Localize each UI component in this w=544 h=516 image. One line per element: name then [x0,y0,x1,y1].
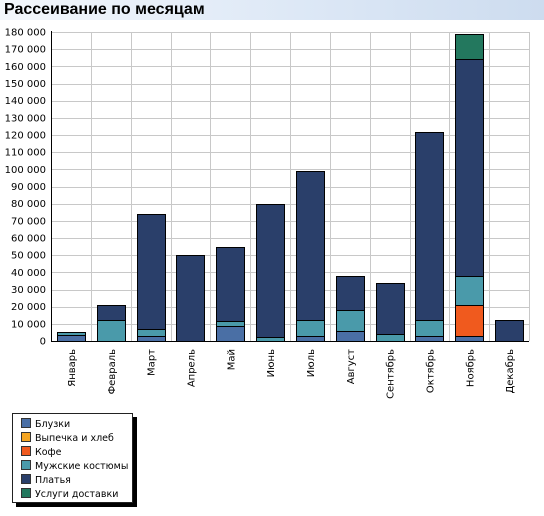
bar-segment [455,276,484,306]
y-tick-label: 100 000 [5,165,46,176]
legend-item: Выпечка и хлеб [21,432,114,445]
bar-segment [296,336,325,342]
y-tick-label: 90 000 [11,182,46,193]
y-tick-label: 20 000 [11,302,46,313]
y-tick-label: 0 [40,337,46,348]
bar-segment [455,336,484,342]
legend-swatch [21,474,31,484]
x-tick-label: Декабрь [505,349,516,394]
x-tick-label: Август [346,349,357,384]
x-tick-label: Октябрь [425,349,436,393]
bar-segment [137,214,166,330]
y-tick-label: 50 000 [11,251,46,262]
legend-label: Блузки [35,419,71,430]
bar-segment [97,320,126,342]
bar-segment [495,320,524,342]
y-tick-label: 30 000 [11,285,46,296]
bar-segment [137,336,166,342]
bar-segment [415,132,444,321]
y-tick-label: 60 000 [11,234,46,245]
legend-label: Кофе [35,447,62,458]
stacked-bar-chart: 0 10 000 20 000 30 000 40 000 50 000 60 000 70 … [5,28,530,399]
bar-segment [376,283,405,335]
legend-item: Кофе [21,446,62,459]
bar-segment [296,171,325,321]
x-tick-label: Май [226,349,237,370]
legend-item: Мужские костюмы [21,460,128,473]
y-tick-label: 40 000 [11,268,46,279]
bar-segment [216,321,245,327]
bar-segment [455,305,484,337]
bar-segment [336,331,365,342]
x-tick-label: Февраль [107,349,118,395]
y-tick-label: 80 000 [11,199,46,210]
title-bar: Рассеивание по месяцам [0,0,544,20]
y-tick-label: 10 000 [11,319,46,330]
legend-item: Блузки [21,418,70,431]
legend-swatch [21,418,31,428]
y-tick-label: 120 000 [5,131,46,142]
bar-segment [336,310,365,332]
bar-segment [137,329,166,337]
legend-swatch [21,488,31,498]
bar-segment [296,320,325,337]
bar-segment [256,204,285,338]
bar-segment [216,326,245,342]
legend-label: Услуги доставки [35,489,119,500]
x-tick-label: Ноябрь [465,349,476,387]
legend-swatch [21,446,31,456]
x-tick-label: Июль [306,349,317,377]
grid [51,32,530,342]
x-tick-label: Апрель [186,349,197,387]
bar-segment [97,305,126,321]
y-tick-label: 150 000 [5,79,46,90]
legend-swatch [21,432,31,442]
x-tick-label: Сентябрь [386,349,397,399]
legend-label: Мужские костюмы [35,461,129,472]
legend-label: Платья [35,475,71,486]
legend-label: Выпечка и хлеб [35,433,114,444]
page-title: Рассеивание по месяцам [4,1,205,18]
chart-legend: Блузки Выпечка и хлеб Кофе Мужские костюмы П… [12,413,133,503]
x-tick-label: Июнь [266,349,277,377]
bar-segment [455,59,484,277]
legend-swatch [21,460,31,470]
bar-segment [176,255,205,342]
x-tick-label: Январь [67,349,78,387]
bar-segment [376,334,405,342]
bar-segment [216,247,245,322]
bar-segment [336,276,365,311]
bar-segment [57,332,86,336]
bar-segment [415,336,444,342]
y-tick-label: 180 000 [5,28,46,39]
y-tick-label: 140 000 [5,96,46,107]
y-tick-label: 130 000 [5,113,46,124]
y-tick-label: 110 000 [5,148,46,159]
y-tick-label: 160 000 [5,62,46,73]
bar-segment [455,34,484,60]
legend-item: Платья [21,474,71,487]
bar-segment [256,337,285,342]
x-tick-label: Март [147,349,158,376]
bar-segment [57,335,86,342]
legend-item: Услуги доставки [21,488,118,501]
y-tick-label: 170 000 [5,45,46,56]
bar-segment [415,320,444,337]
y-tick-label: 70 000 [11,216,46,227]
